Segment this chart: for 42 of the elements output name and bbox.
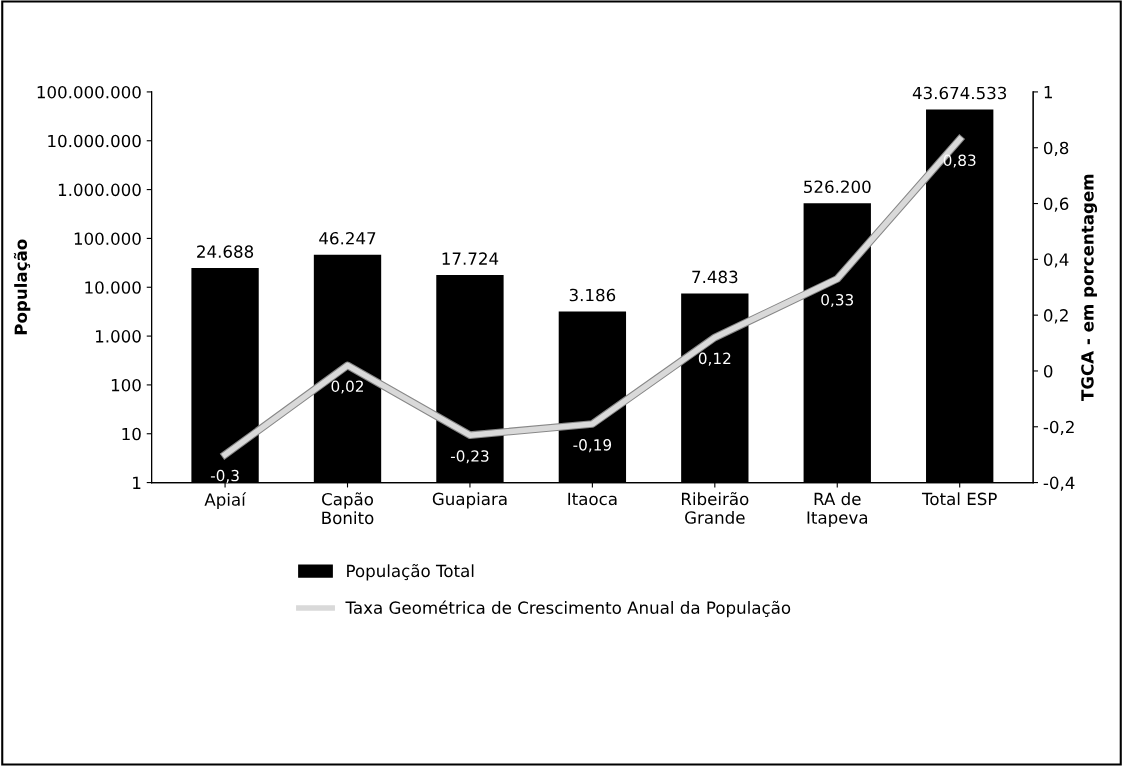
y-tick-label: 1.000: [96, 330, 141, 343]
y2-tick-label: 0,4: [1043, 253, 1069, 268]
data-label: 0,12: [698, 352, 731, 366]
y-tick-label: 1: [133, 476, 141, 489]
y2-axis-title: TGCA - em porcentagem: [1081, 174, 1098, 401]
data-label: 43.674.533: [912, 86, 1007, 100]
y-axis-title: População: [13, 239, 31, 335]
data-label: 46.247: [319, 231, 376, 245]
data-label: -0,19: [573, 439, 612, 453]
data-label: 24.688: [197, 245, 254, 258]
y-tick-label: 1.000.000: [58, 183, 141, 197]
data-label: -0,23: [450, 450, 489, 464]
data-label: 0,83: [943, 154, 976, 168]
data-label: 3.186: [569, 288, 616, 302]
y2-tick-label: -0,4: [1043, 476, 1075, 491]
data-label: 0,02: [331, 380, 363, 394]
y-tick-label: 100.000: [74, 232, 141, 245]
y-tick-label: 10.000: [85, 281, 141, 294]
y-tick-label: 100: [111, 378, 141, 392]
legend-label: Taxa Geométrica de Crescimento Anual da População: [345, 600, 791, 618]
y2-tick-label: -0,2: [1043, 420, 1074, 436]
x-tick-label: Ribeirão Grande: [681, 492, 749, 524]
x-tick-label: Itaoca: [568, 492, 617, 506]
y2-tick-label: 0,6: [1043, 197, 1069, 212]
y-tick-label: 10.000.000: [48, 134, 141, 148]
data-label: -0,3: [210, 469, 239, 483]
x-tick-label: RA de Itapeva: [807, 492, 868, 528]
y-tick-label: 10: [122, 427, 141, 441]
x-tick-label: Total ESP: [921, 492, 997, 506]
data-label: 0,33: [821, 293, 854, 308]
data-label: 17.724: [442, 252, 499, 265]
y-tick-label: 100.000.000: [37, 85, 141, 99]
x-tick-label: Capão Bonito: [322, 492, 374, 525]
y2-tick-label: 0: [1043, 364, 1053, 378]
y2-tick-label: 0,8: [1043, 141, 1069, 156]
y2-tick-label: 0,2: [1043, 309, 1068, 324]
legend-label: População Total: [347, 563, 474, 581]
x-tick-label: Guapiara: [432, 492, 507, 509]
y2-tick-label: 1: [1044, 86, 1052, 99]
x-tick-label: Apiaí: [204, 492, 247, 510]
data-label: 7.483: [692, 270, 738, 284]
data-label: 526.200: [804, 180, 871, 194]
